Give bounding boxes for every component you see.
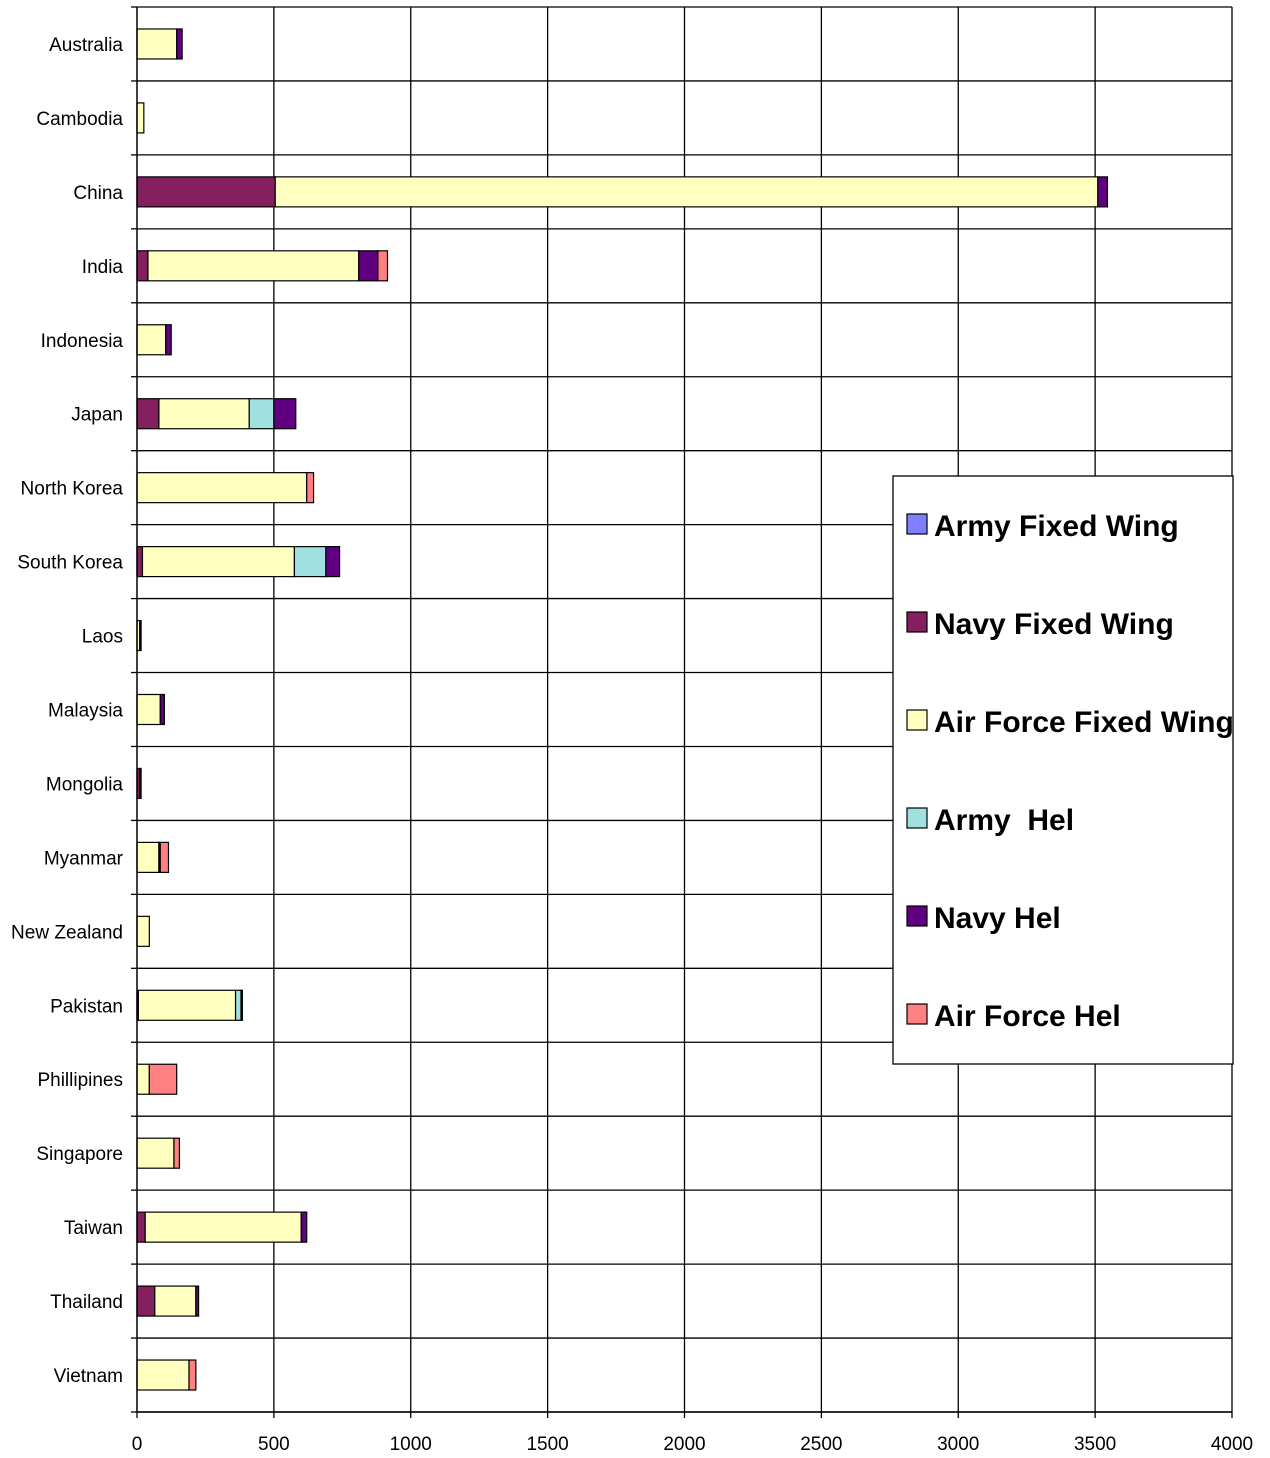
- bar-segment-pakistan-2: [137, 989, 237, 1021]
- bar-segment-malaysia-2: [136, 693, 161, 726]
- bar-segment-india-4: [358, 250, 379, 282]
- bar-segment-india-1: [136, 250, 149, 282]
- bar-segment-japan-1: [136, 398, 160, 430]
- x-tick-label: 2000: [663, 1434, 705, 1455]
- bar-segment-thailand-2: [154, 1285, 197, 1317]
- bar-segment-south-korea-2: [141, 546, 296, 578]
- bar-segment-laos-4: [139, 619, 142, 652]
- category-label: Thailand: [50, 1292, 123, 1313]
- category-label: Japan: [71, 405, 123, 426]
- x-tick-label: 4000: [1211, 1434, 1253, 1455]
- bar-segment-taiwan-2: [144, 1211, 302, 1243]
- bar-segment-pakistan-4: [240, 989, 243, 1021]
- x-tick-label: 1000: [390, 1434, 432, 1455]
- category-label: Malaysia: [48, 701, 123, 722]
- x-tick-label: 500: [258, 1434, 290, 1455]
- category-label: Taiwan: [64, 1218, 123, 1239]
- category-label: Phillipines: [37, 1070, 123, 1091]
- bar-segment-phillipines-5: [148, 1063, 178, 1095]
- bar-segment-taiwan-1: [136, 1211, 146, 1243]
- bar-segment-australia-2: [136, 28, 178, 60]
- bar-segment-new-zealand-2: [136, 915, 150, 947]
- x-tick-label: 2500: [800, 1434, 842, 1455]
- bar-segment-phillipines-2: [136, 1063, 150, 1095]
- bar-segment-japan-4: [273, 398, 297, 430]
- bar-segment-taiwan-4: [300, 1211, 308, 1243]
- bars: [136, 28, 1109, 1391]
- bar-segment-australia-4: [176, 28, 183, 60]
- bar-segment-thailand-1: [136, 1285, 156, 1317]
- legend-label: Air Force Hel: [934, 1000, 1121, 1033]
- category-label: Australia: [49, 35, 123, 56]
- legend-label: Air Force Fixed Wing: [934, 706, 1234, 739]
- category-label: Mongolia: [46, 774, 124, 795]
- bar-segment-japan-2: [158, 398, 250, 430]
- bar-segment-thailand-4: [195, 1285, 200, 1317]
- bar-segment-mongolia-4: [139, 767, 142, 800]
- legend-swatch: [906, 1003, 928, 1025]
- bar-segment-myanmar-2: [136, 841, 160, 873]
- bar-segment-south-korea-4: [325, 546, 341, 578]
- bar-segment-india-2: [147, 250, 360, 282]
- bar-segment-china-2: [274, 176, 1099, 208]
- x-tick-label: 0: [132, 1434, 143, 1455]
- bar-segment-china-4: [1097, 176, 1109, 208]
- category-label: Vietnam: [54, 1366, 123, 1387]
- bar-segment-north-korea-5: [306, 472, 315, 504]
- category-label: South Korea: [17, 553, 123, 574]
- legend: Army Fixed Wing Navy Fixed Wing Air Force …: [892, 475, 1234, 1065]
- category-label: Pakistan: [50, 996, 123, 1017]
- legend-label: Army Fixed Wing: [934, 510, 1179, 543]
- category-label: North Korea: [21, 479, 124, 500]
- legend-label: Navy Fixed Wing: [934, 608, 1174, 641]
- bar-segment-malaysia-4: [159, 693, 165, 726]
- legend-swatch: [906, 513, 928, 535]
- bar-segment-cambodia-2: [136, 102, 145, 134]
- category-label: Laos: [82, 627, 123, 648]
- category-label: Cambodia: [36, 109, 123, 130]
- bar-segment-singapore-2: [136, 1137, 175, 1169]
- bar-segment-india-5: [377, 250, 389, 282]
- category-label: Myanmar: [44, 848, 124, 869]
- x-tick-label: 1500: [526, 1434, 568, 1455]
- legend-label: Army Hel: [934, 804, 1074, 837]
- bar-segment-singapore-5: [173, 1137, 181, 1169]
- legend-box: [892, 475, 1234, 1065]
- bar-segment-vietnam-5: [188, 1359, 197, 1391]
- bar-segment-north-korea-2: [136, 472, 308, 504]
- x-tick-label: 3000: [937, 1434, 979, 1455]
- legend-swatch: [906, 905, 928, 927]
- bar-segment-pakistan-3: [234, 989, 242, 1021]
- bar-segment-indonesia-2: [136, 324, 167, 356]
- bar-segment-china-1: [136, 176, 276, 208]
- category-label: India: [82, 257, 124, 278]
- legend-label: Navy Hel: [934, 902, 1061, 935]
- bar-segment-myanmar-5: [159, 841, 170, 873]
- bar-segment-vietnam-2: [136, 1359, 190, 1391]
- category-label: New Zealand: [11, 922, 123, 943]
- category-label: Indonesia: [41, 331, 124, 352]
- legend-swatch: [906, 611, 928, 633]
- x-tick-label: 3500: [1074, 1434, 1116, 1455]
- bar-segment-indonesia-4: [165, 324, 172, 356]
- legend-swatch: [906, 807, 928, 829]
- category-label: China: [73, 183, 123, 204]
- bar-segment-south-korea-3: [293, 546, 327, 578]
- legend-swatch: [906, 709, 928, 731]
- bar-segment-japan-3: [248, 398, 275, 430]
- bar-segment-south-korea-1: [136, 546, 144, 578]
- axes: Australia Cambodia China India Indonesia Japa…: [11, 6, 1253, 1455]
- category-label: Singapore: [36, 1144, 123, 1165]
